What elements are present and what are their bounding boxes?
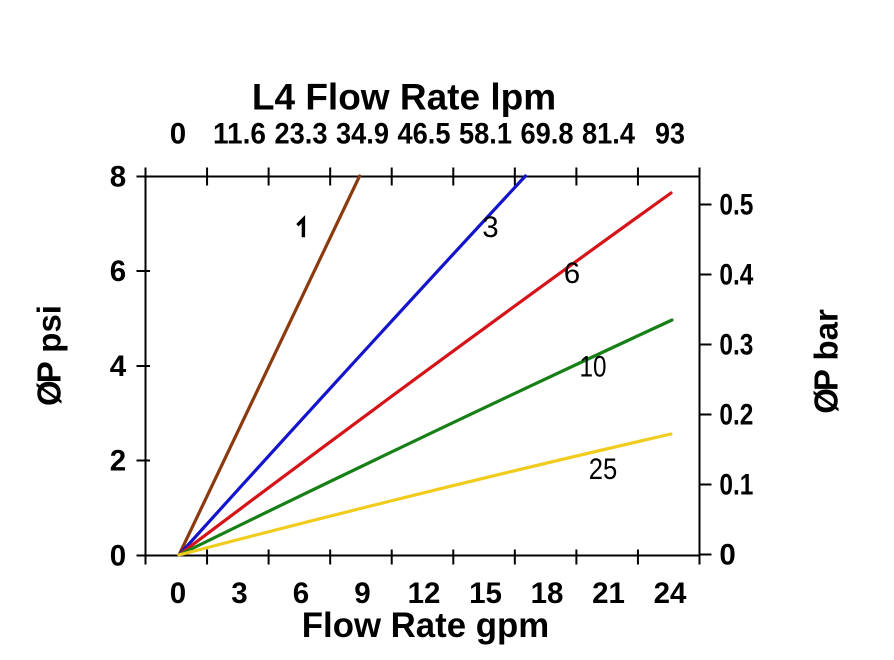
svg-text:0: 0	[170, 118, 186, 151]
svg-text:6: 6	[293, 577, 309, 610]
svg-text:11.6: 11.6	[213, 118, 266, 151]
svg-text:ØP bar: ØP bar	[808, 309, 845, 414]
svg-text:81.4: 81.4	[582, 118, 636, 151]
svg-text:0.3: 0.3	[719, 329, 753, 362]
svg-text:2: 2	[110, 445, 126, 478]
svg-text:0.4: 0.4	[719, 259, 753, 292]
svg-text:0: 0	[719, 539, 735, 572]
svg-text:6: 6	[110, 255, 126, 288]
svg-text:24: 24	[654, 577, 687, 610]
svg-text:9: 9	[354, 577, 370, 610]
svg-text:46.5: 46.5	[398, 118, 451, 151]
svg-text:3: 3	[231, 577, 247, 610]
svg-text:L4 Flow Rate lpm: L4 Flow Rate lpm	[252, 77, 556, 118]
svg-text:Flow Rate gpm: Flow Rate gpm	[302, 606, 549, 645]
svg-text:6: 6	[564, 257, 580, 290]
svg-text:58.1: 58.1	[459, 118, 512, 151]
svg-text:12: 12	[408, 577, 441, 610]
svg-text:15: 15	[469, 577, 502, 610]
svg-text:0: 0	[170, 577, 186, 610]
svg-text:23.3: 23.3	[275, 118, 328, 151]
svg-text:0.2: 0.2	[719, 399, 753, 432]
svg-text:69.8: 69.8	[521, 118, 574, 151]
svg-text:18: 18	[531, 577, 564, 610]
svg-text:93: 93	[655, 118, 685, 151]
svg-text:0: 0	[110, 540, 126, 573]
svg-text:0.5: 0.5	[719, 189, 753, 222]
svg-text:10: 10	[580, 351, 607, 384]
svg-text:21: 21	[592, 577, 625, 610]
svg-text:4: 4	[110, 350, 127, 383]
svg-text:25: 25	[589, 453, 618, 486]
svg-text:8: 8	[110, 161, 126, 194]
svg-text:3: 3	[482, 211, 498, 244]
svg-text:0.1: 0.1	[719, 469, 753, 502]
svg-text:34.9: 34.9	[336, 118, 389, 151]
svg-text:ØP psi: ØP psi	[31, 305, 68, 406]
